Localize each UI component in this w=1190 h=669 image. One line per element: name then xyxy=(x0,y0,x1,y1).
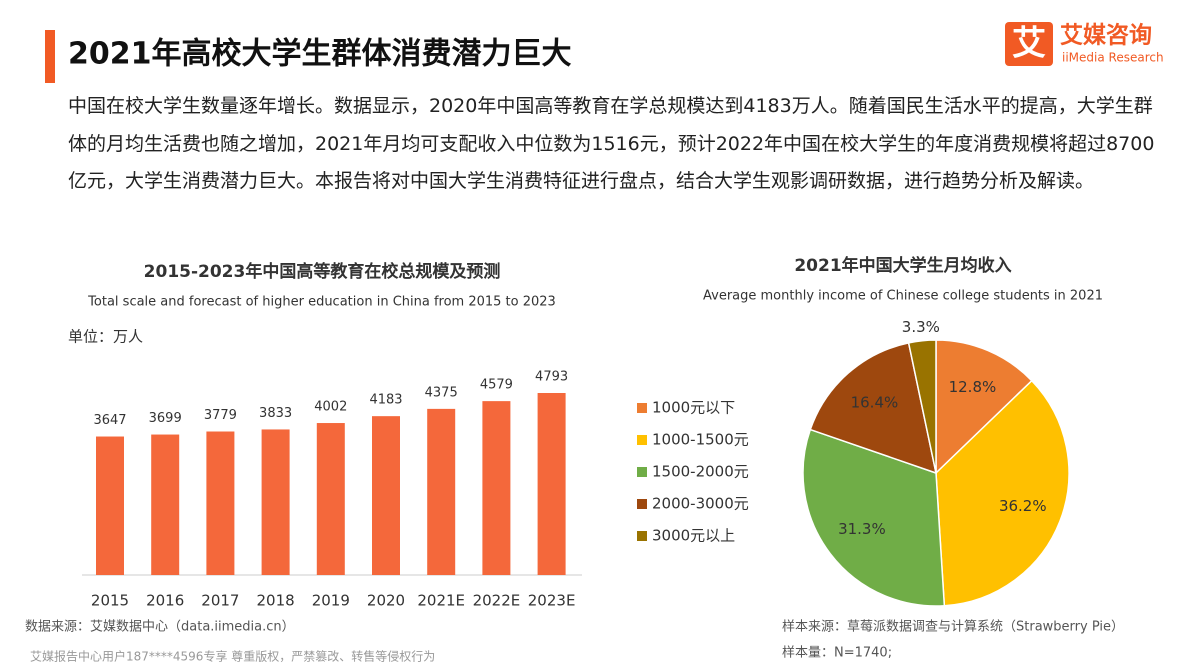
chart-subtitle: Average monthly income of Chinese colleg… xyxy=(703,289,1103,304)
pie-slice xyxy=(907,339,937,474)
bar xyxy=(427,408,456,575)
legend-swatch xyxy=(637,499,647,509)
x-tick-label: 2021E xyxy=(417,592,465,610)
logo-subtitle: iiMedia Research xyxy=(1062,51,1164,65)
x-tick-label: 2019 xyxy=(312,592,350,610)
value-label: 4579 xyxy=(480,378,513,393)
x-tick-label: 2017 xyxy=(201,592,239,610)
value-label: 16.4% xyxy=(851,394,899,412)
value-label: 31.3% xyxy=(838,520,886,538)
value-label: 36.2% xyxy=(999,497,1047,515)
pie-slice xyxy=(809,341,938,475)
legend-label: 3000元以上 xyxy=(652,527,735,545)
page-title: 2021年高校大学生群体消费潜力巨大 xyxy=(68,37,572,72)
bar xyxy=(316,423,345,575)
legend-label: 1500-2000元 xyxy=(652,463,749,481)
x-tick-label: 2023E xyxy=(528,592,576,610)
value-label: 3647 xyxy=(93,413,126,428)
bar xyxy=(151,434,180,575)
x-tick-label: 2018 xyxy=(257,592,295,610)
source: 样本来源：草莓派数据调查与计算系统（Strawberry Pie） xyxy=(782,620,1124,635)
x-tick-label: 2022E xyxy=(473,592,521,610)
chart-subtitle: Total scale and forecast of higher educa… xyxy=(87,295,556,310)
legend-label: 2000-3000元 xyxy=(652,495,749,513)
watermark: 艾媒报告中心用户187****4596专享 尊重版权，严禁篡改、转售等侵权行为 xyxy=(30,649,435,664)
value-label: 4002 xyxy=(314,400,347,415)
value-label: 4183 xyxy=(369,393,402,408)
value-label: 3699 xyxy=(149,411,182,426)
value-label: 3833 xyxy=(259,406,292,421)
bar xyxy=(206,431,235,575)
pie-slice xyxy=(802,428,946,607)
x-tick-label: 2015 xyxy=(91,592,129,610)
value-label: 12.8% xyxy=(949,378,997,396)
legend-swatch xyxy=(637,467,647,477)
logo-mark: 艾 xyxy=(1012,24,1046,64)
x-tick-label: 2016 xyxy=(146,592,184,610)
legend-label: 1000-1500元 xyxy=(652,431,749,449)
legend-swatch xyxy=(637,403,647,413)
source: 数据来源：艾媒数据中心（data.iimedia.cn） xyxy=(25,620,295,635)
value-label: 3.3% xyxy=(902,318,940,336)
legend-swatch xyxy=(637,435,647,445)
unit-label: 单位：万人 xyxy=(68,328,143,346)
logo-name: 艾媒咨询 xyxy=(1060,22,1152,49)
title-bar xyxy=(45,30,55,83)
bar xyxy=(261,429,290,575)
bar xyxy=(482,401,511,575)
x-tick-label: 2020 xyxy=(367,592,405,610)
sample-size: 样本量：N=1740; xyxy=(782,646,892,661)
chart-title: 2021年中国大学生月均收入 xyxy=(794,255,1011,276)
bar xyxy=(537,393,566,575)
value-label: 3779 xyxy=(204,408,237,423)
pie-slice xyxy=(935,339,1033,475)
logo-box xyxy=(1005,22,1053,66)
legend-swatch xyxy=(637,531,647,541)
pie-slice xyxy=(935,379,1070,607)
intro-text: 中国在校大学生数量逐年增长。数据显示，2020年中国高等教育在学总规模达到418… xyxy=(68,95,1155,192)
value-label: 4375 xyxy=(425,385,458,400)
bar xyxy=(372,416,400,575)
legend-label: 1000元以下 xyxy=(652,399,735,417)
value-label: 4793 xyxy=(535,370,568,385)
bar xyxy=(96,436,124,575)
chart-title: 2015-2023年中国高等教育在校总规模及预测 xyxy=(144,261,501,282)
